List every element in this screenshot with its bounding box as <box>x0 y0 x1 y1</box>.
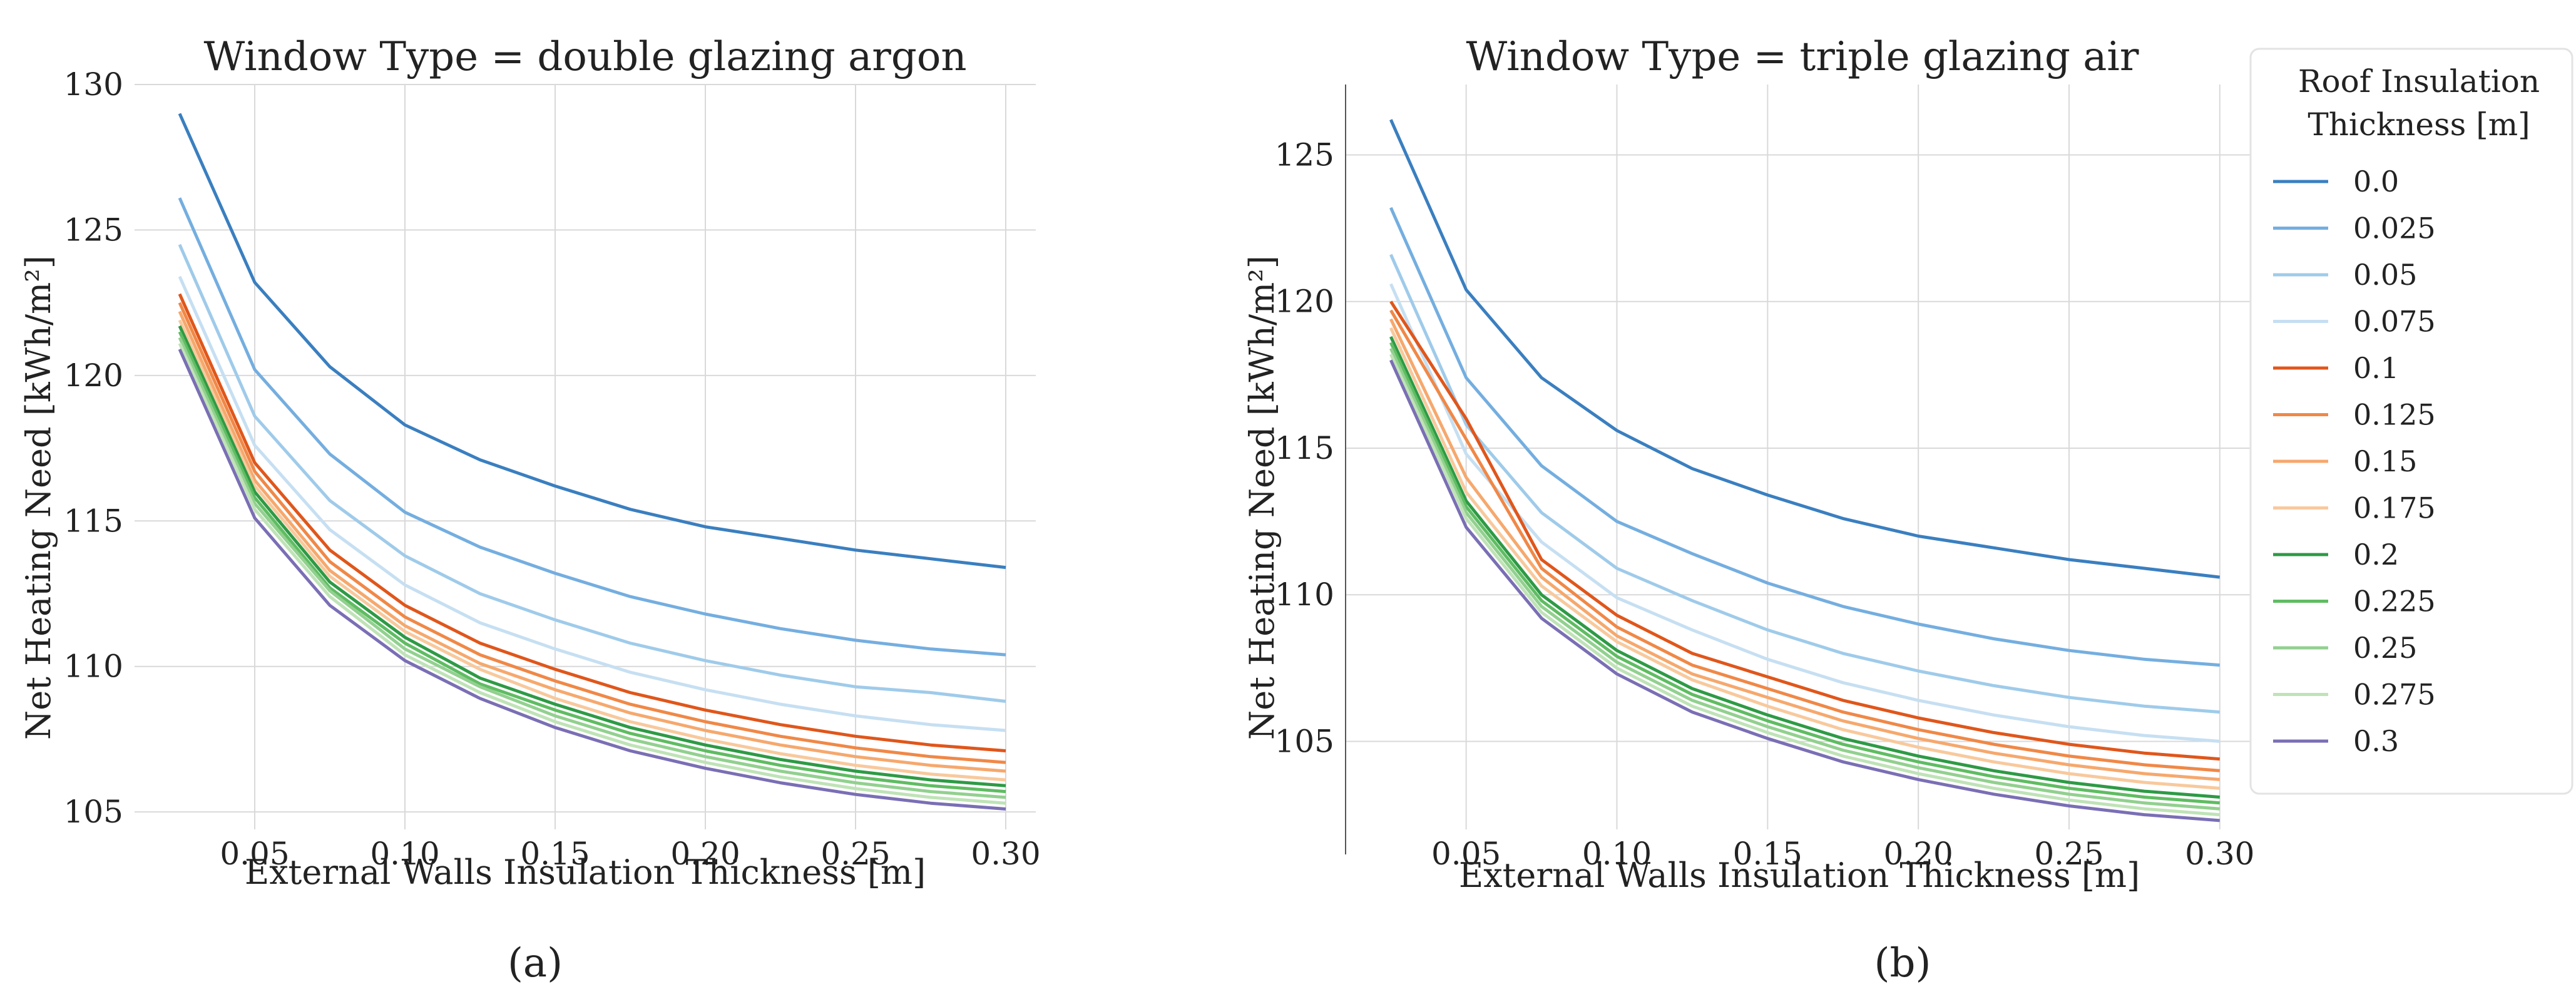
legend-label: 0.125 <box>2353 398 2436 432</box>
series-line-0-075 <box>1389 283 2220 743</box>
chart-panel-a: 0.05 0.10 0.15 0.20 0.25 0.30 105 110 115 120 125 1… <box>19 34 1041 986</box>
tick-labels-b: 0.05 0.10 0.15 0.20 0.25 0.30 105 110 115 120 125 <box>1275 136 2255 872</box>
series-line-0-25 <box>178 337 1006 799</box>
series-line-0-125 <box>178 302 1006 764</box>
x-tick-label: 0.20 <box>670 836 740 872</box>
legend-label: 0.25 <box>2353 631 2417 665</box>
series-line-0-05 <box>178 243 1006 703</box>
x-tick-label: 0.15 <box>520 836 590 872</box>
x-axis-label-a: External Walls Insulation Thickness [m] <box>245 853 926 892</box>
chart-title-a: Window Type = double glazing argon <box>203 34 966 80</box>
legend-label: 0.075 <box>2353 305 2436 339</box>
chart-title-b: Window Type = triple glazing air <box>1466 34 2139 80</box>
y-axis-label-b: Net Heating Need [kWh/m²] <box>1242 255 1282 740</box>
grid-b <box>1345 85 2250 854</box>
x-tick-label: 0.20 <box>1884 836 1953 872</box>
series-line-0-1 <box>178 293 1006 752</box>
legend-label: 0.175 <box>2353 491 2436 525</box>
series-line-0-0 <box>1389 119 2221 579</box>
series-line-0-15 <box>178 310 1006 773</box>
tick-labels-a: 0.05 0.10 0.15 0.20 0.25 0.30 105 110 115 120 125 1… <box>64 66 1041 872</box>
x-tick-label: 0.25 <box>2034 836 2103 872</box>
series-line-0-275 <box>1389 353 2220 817</box>
y-axis-label-a: Net Heating Need [kWh/m²] <box>19 255 58 740</box>
series-line-0-275 <box>178 342 1006 805</box>
legend-label: 0.0 <box>2353 165 2399 198</box>
series-line-0-025 <box>1389 207 2220 667</box>
y-tick-label: 110 <box>1275 576 1334 613</box>
y-tick-label: 115 <box>64 503 123 539</box>
panel-label-b: (b) <box>1874 940 1931 986</box>
grid-a <box>135 84 1036 829</box>
x-tick-label: 0.10 <box>1582 836 1652 872</box>
y-tick-label: 110 <box>64 648 123 685</box>
legend-label: 0.15 <box>2353 444 2417 478</box>
x-tick-label: 0.25 <box>820 836 890 872</box>
y-tick-label: 125 <box>1275 136 1334 173</box>
series-line-0-05 <box>1389 254 2220 714</box>
series-line-0-3 <box>1389 359 2220 822</box>
legend-entries: 0.0 0.025 0.05 0.075 0.1 0.125 0.15 0.175 0.2 0.2… <box>2273 165 2436 758</box>
x-axis-label-b: External Walls Insulation Thickness [m] <box>1459 856 2140 895</box>
series-line-0-3 <box>178 348 1006 811</box>
series-line-0-2 <box>178 325 1006 787</box>
x-tick-label: 0.10 <box>370 836 439 872</box>
legend-box <box>2249 48 2573 795</box>
y-tick-label: 120 <box>1275 284 1334 320</box>
y-tick-label: 105 <box>64 794 123 830</box>
series-line-0-2 <box>1389 336 2220 799</box>
y-tick-label: 115 <box>1275 430 1334 466</box>
series-line-0-25 <box>1389 347 2220 811</box>
series-line-0-225 <box>1389 342 2220 805</box>
series-lines-b <box>1389 119 2221 822</box>
y-tick-label: 120 <box>64 357 123 394</box>
legend-title-line-2: Thickness [m] <box>2308 106 2530 143</box>
legend-label: 0.1 <box>2353 351 2399 385</box>
legend-label: 0.05 <box>2353 258 2417 292</box>
series-line-0-0 <box>178 113 1006 570</box>
series-line-0-075 <box>178 275 1006 732</box>
series-line-0-1 <box>1389 300 2220 761</box>
legend-label: 0.225 <box>2353 585 2436 618</box>
legend-label: 0.3 <box>2353 724 2399 758</box>
legend: Roof Insulation Thickness [m] 0.00.0250.… <box>2249 48 2573 795</box>
x-tick-label: 0.05 <box>1431 836 1501 872</box>
panel-label-a: (a) <box>508 940 563 986</box>
series-line-0-15 <box>1389 318 2220 781</box>
series-line-0-175 <box>1389 327 2220 790</box>
series-line-0-225 <box>178 331 1006 794</box>
series-line-0-125 <box>1389 309 2220 772</box>
x-tick-label: 0.15 <box>1733 836 1802 872</box>
chart-panel-b: 0.05 0.10 0.15 0.20 0.25 0.30105110115120125 … <box>1242 34 2254 986</box>
x-tick-label: 0.05 <box>220 836 289 872</box>
series-line-0-175 <box>178 319 1006 782</box>
series-lines-a <box>178 113 1006 811</box>
legend-title-line-1: Roof Insulation <box>2298 63 2540 100</box>
y-tick-label: 130 <box>64 66 123 103</box>
series-line-0-025 <box>178 197 1006 657</box>
legend-label: 0.2 <box>2353 538 2399 571</box>
x-tick-label: 0.30 <box>971 836 1040 872</box>
x-tick-label: 0.30 <box>2185 836 2254 872</box>
legend-label: 0.275 <box>2353 678 2436 712</box>
y-tick-label: 105 <box>1275 723 1334 759</box>
legend-label: 0.025 <box>2353 212 2436 245</box>
y-tick-label: 125 <box>64 212 123 248</box>
